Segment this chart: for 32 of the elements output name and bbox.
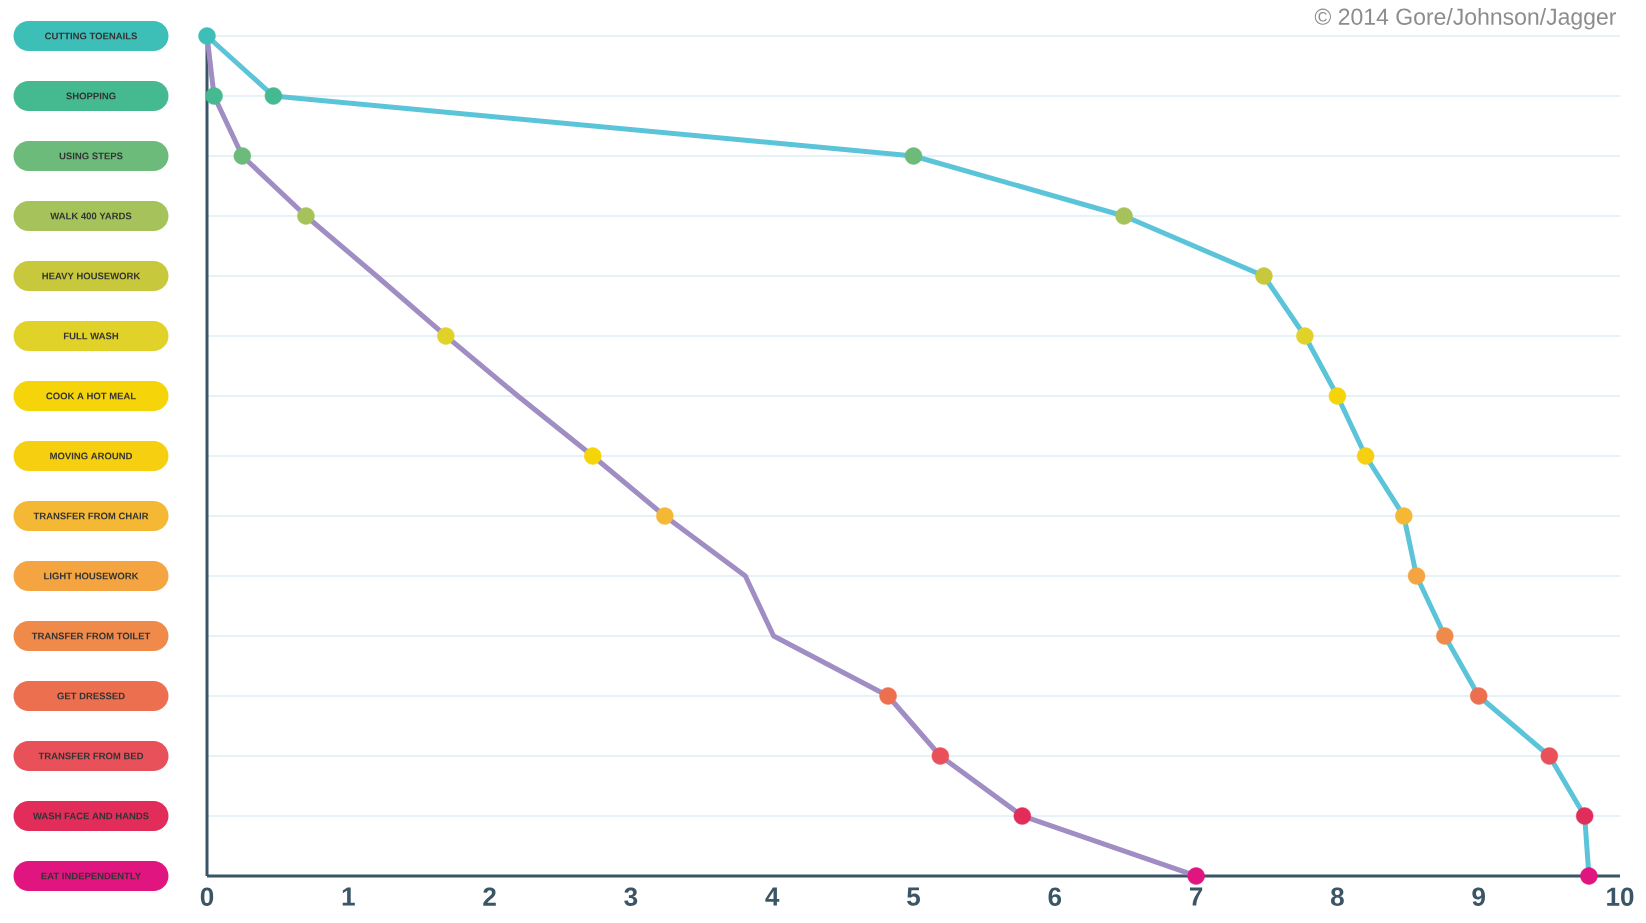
x-tick-label: 4 — [765, 887, 780, 906]
y-tick-label: FULL WASH — [63, 332, 119, 340]
x-tick-label: 5 — [907, 887, 921, 906]
y-tick-label: USING STEPS — [59, 152, 123, 160]
y-tick-label: TRANSFER FROM BED — [38, 752, 144, 760]
y-tick-label: WALK 400 YARDS — [50, 212, 132, 220]
y-tick-label: LIGHT HOUSEWORK — [44, 572, 139, 580]
x-tick-label: 2 — [483, 887, 496, 906]
point — [1436, 627, 1454, 645]
x-tick-label: 3 — [624, 887, 638, 906]
y-tick-label: TRANSFER FROM CHAIR — [33, 512, 149, 520]
y-tick-label: GET DRESSED — [57, 692, 125, 700]
x-tick-label: 6 — [1048, 887, 1062, 906]
y-tick-label: EAT INDEPENDENTLY — [41, 872, 141, 880]
point — [1356, 447, 1375, 465]
point — [198, 27, 216, 45]
x-tick-label: 9 — [1472, 887, 1485, 906]
x-tick-label: 7 — [1189, 887, 1203, 906]
y-tick-label: HEAVY HOUSEWORK — [42, 272, 141, 280]
y-tick-label: MOVING AROUND — [50, 452, 133, 460]
x-tick-label: 1 — [342, 887, 355, 906]
y-tick-label: COOK A HOT MEAL — [46, 392, 136, 400]
y-tick-label: CUTTING TOENAILS — [45, 32, 138, 40]
y-tick-label: TRANSFER FROM TOILET — [31, 632, 151, 640]
x-tick-label: 0 — [200, 887, 214, 906]
point — [1407, 567, 1426, 585]
x-tick-label: 10 — [1607, 887, 1634, 906]
text: © 2014 Gore/Johnson/Jagger — [1314, 8, 1617, 30]
x-tick-label: 8 — [1331, 887, 1344, 906]
y-tick-label: WASH FACE AND HANDS — [32, 812, 149, 820]
point — [1255, 267, 1273, 285]
y-tick-label: SHOPPING — [66, 92, 116, 100]
